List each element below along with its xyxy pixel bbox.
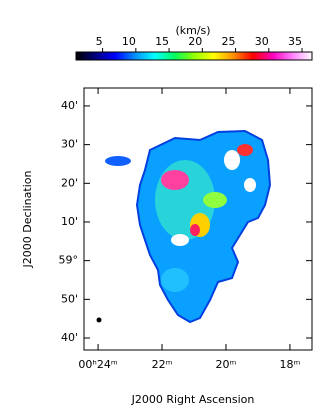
y-tick-label: 59°	[59, 254, 79, 267]
colorbar-label: (km/s)	[175, 24, 210, 37]
y-tick-label: 20'	[61, 176, 78, 189]
y-tick-label: 50'	[61, 292, 78, 305]
colorbar-tick-label: 30	[255, 35, 269, 48]
y-tick-label: 10'	[61, 215, 78, 228]
x-axis-title: J2000 Right Ascension	[131, 393, 255, 406]
y-tick-label: 30'	[61, 138, 78, 151]
y-tick-label: 40'	[61, 99, 78, 112]
x-tick-label: 22ᵐ	[152, 358, 173, 371]
plot-frame	[83, 87, 313, 351]
colorbar	[75, 51, 313, 61]
y-tick-label: 40'	[61, 331, 78, 344]
colorbar-tick-label: 5	[96, 35, 103, 48]
x-tick-label: 20ᵐ	[216, 358, 237, 371]
x-tick-label: 00ʰ24ᵐ	[78, 358, 117, 371]
colorbar-tick-label: 25	[222, 35, 236, 48]
y-axis-title: J2000 Declination	[21, 171, 34, 269]
x-tick-label: 18ᵐ	[280, 358, 301, 371]
colorbar-tick-label: 20	[188, 35, 202, 48]
colorbar-tick-label: 15	[155, 35, 169, 48]
velocity-map	[96, 129, 272, 324]
colorbar-tick-label: 10	[122, 35, 136, 48]
colorbar-tick-label: 35	[288, 35, 302, 48]
